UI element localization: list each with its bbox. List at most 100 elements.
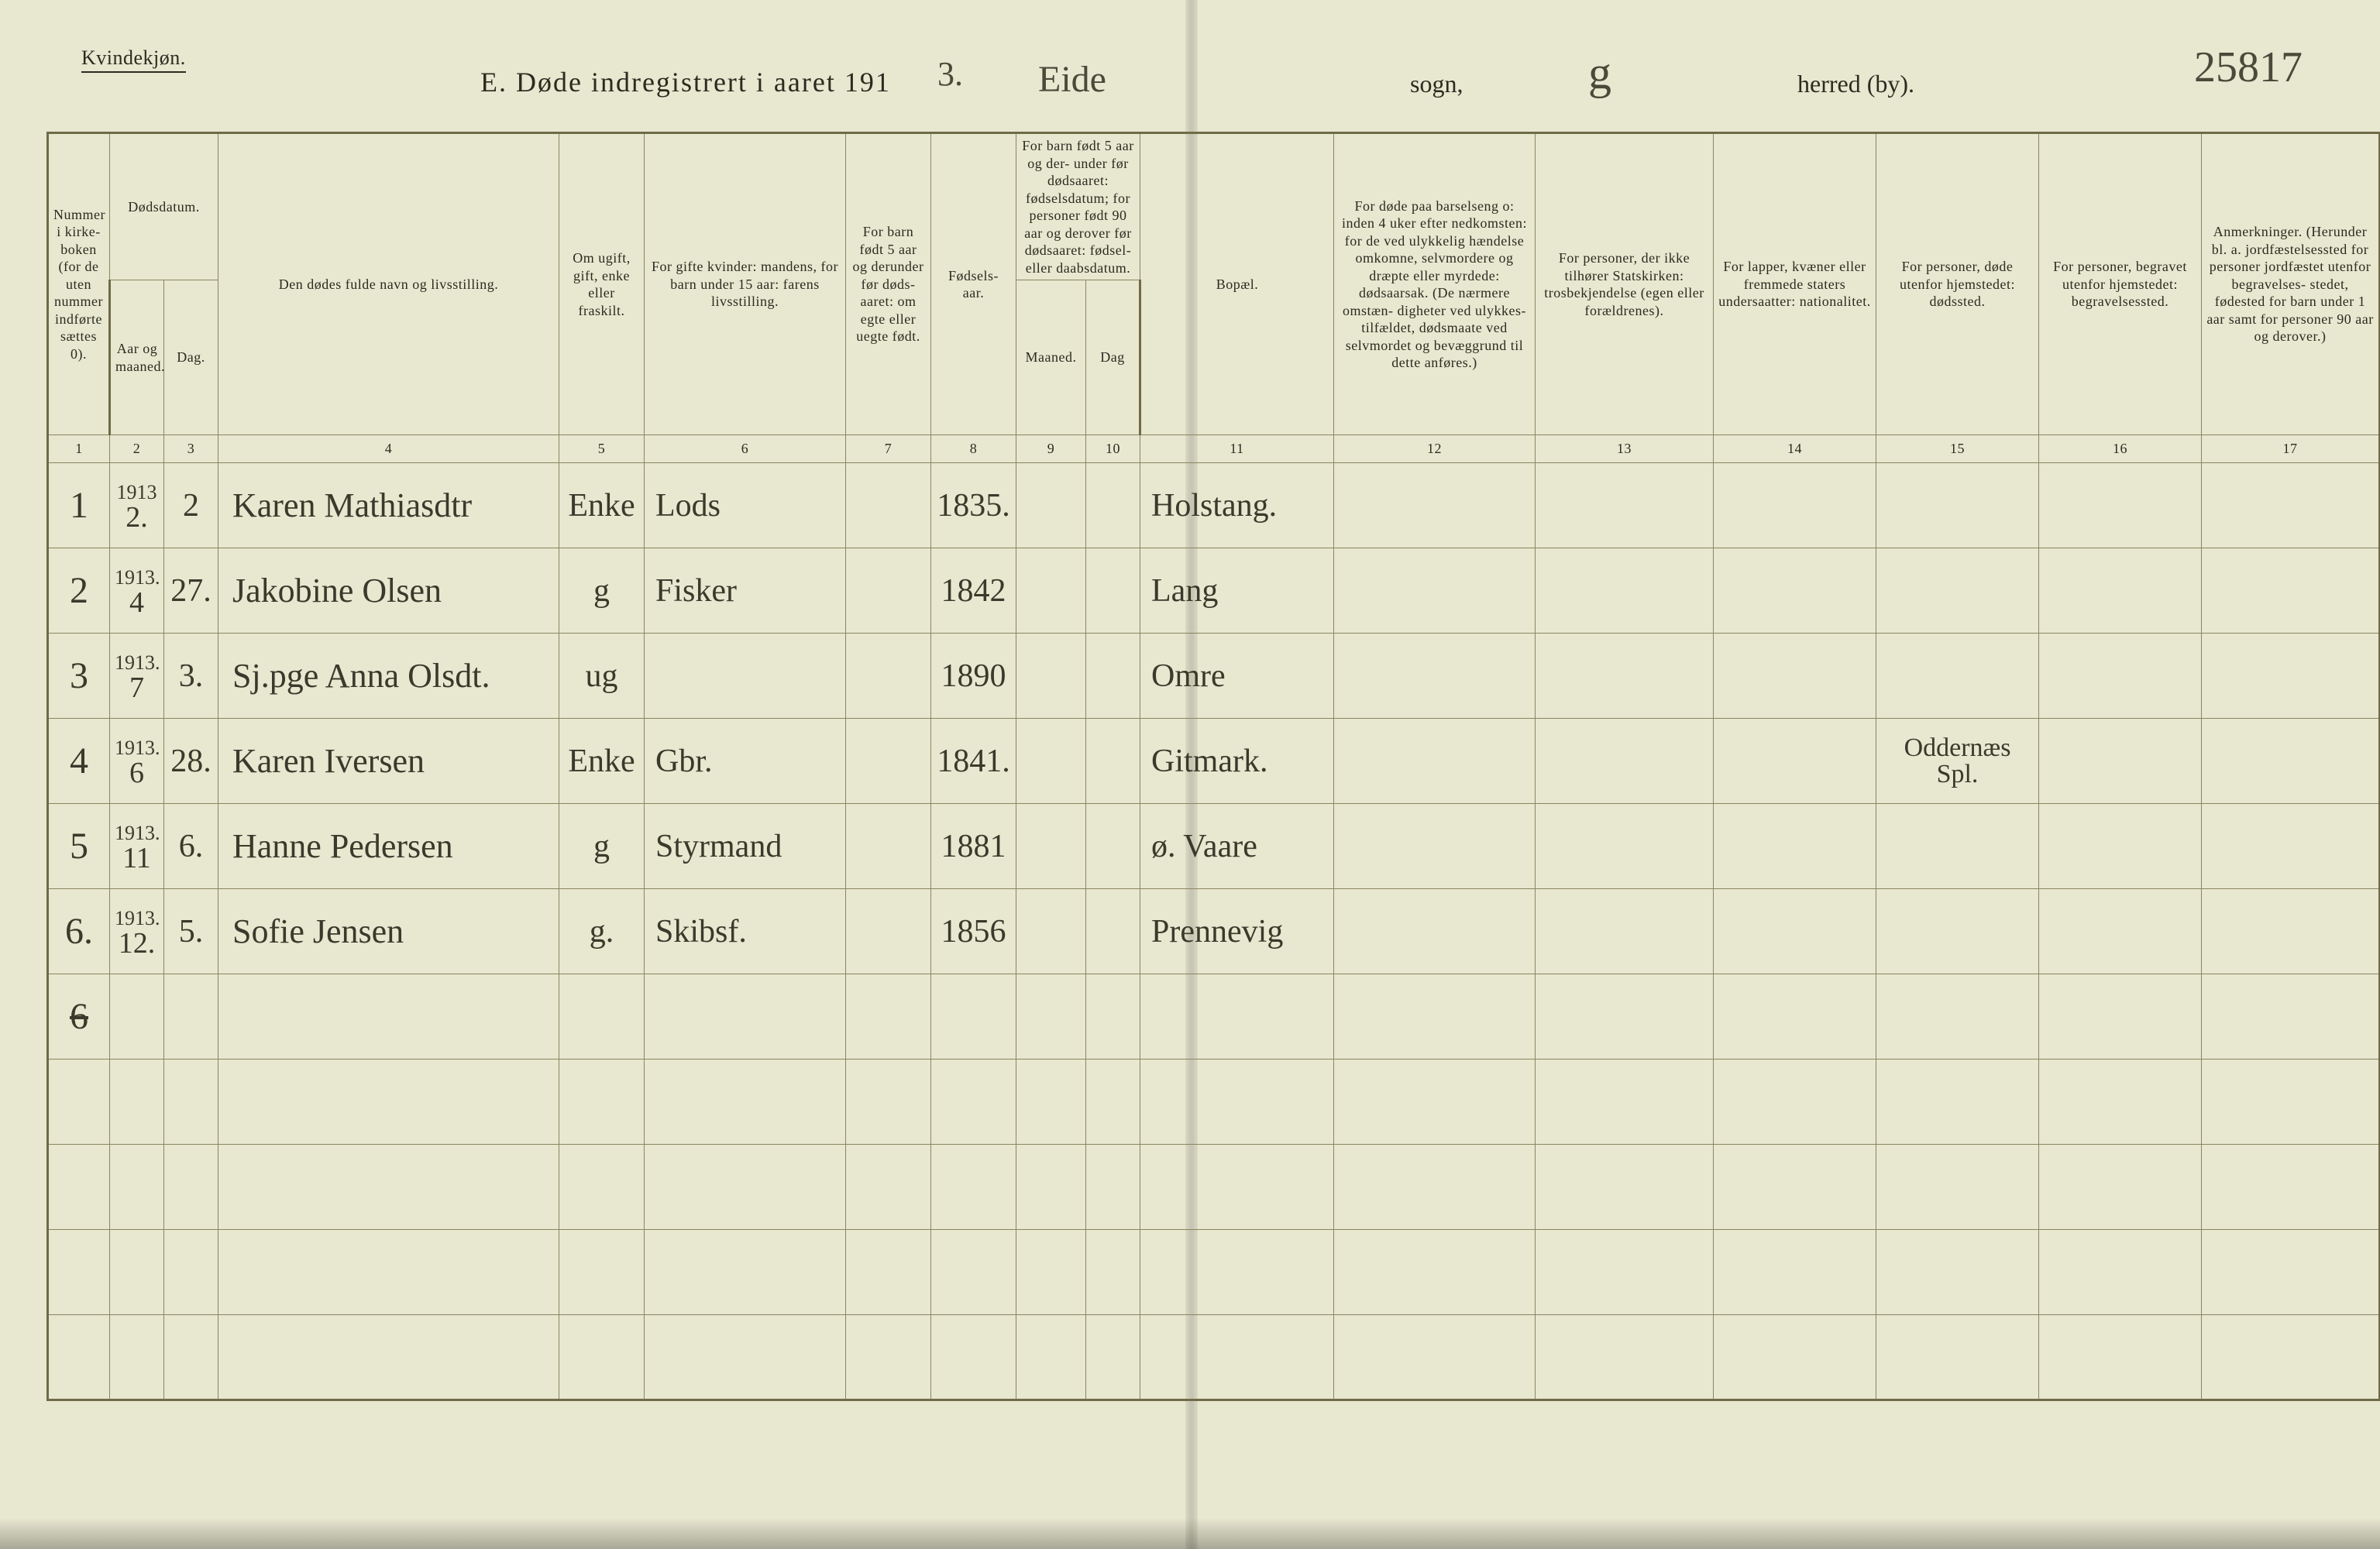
cell-blank [2202,1145,2380,1230]
cell-blank [164,1315,218,1400]
col-header-12: For døde paa barselseng o: inden 4 uker … [1334,133,1536,435]
col-header-15: For personer, døde utenfor hjemstedet: d… [1876,133,2039,435]
cell-year-month: 1913.12. [110,889,164,974]
header-herred-script: g [1588,46,1611,100]
cell-blank [48,1145,110,1230]
colnum-9: 9 [1016,435,1086,463]
colnum-16: 16 [2039,435,2202,463]
cell-blank [559,1060,645,1145]
header-title-prefix: E. Døde indregistrert i aaret 191 [480,67,891,98]
colnum-5: 5 [559,435,645,463]
cell-blank [1536,1315,1714,1400]
cell-day: 2 [164,463,218,548]
cell-c12 [1334,719,1536,804]
cell-c9d [1086,889,1140,974]
cell-status: g. [559,889,645,974]
cell-name: Sj.pge Anna Olsdt. [218,634,559,719]
cell-birth: 1842 [931,548,1016,634]
cell-c7 [846,463,931,548]
table-row: 6.1913.12.5.Sofie Jenseng.Skibsf.1856Pre… [48,889,2380,974]
col-header-7: For barn født 5 aar og derunder før døds… [846,133,931,435]
cell-c15 [1876,463,2039,548]
cell-blank [645,1145,846,1230]
cell-blank [931,1145,1016,1230]
table-row-blank [48,1060,2380,1145]
cell-c17 [2202,548,2380,634]
cell-c13 [1536,804,1714,889]
cell-blank [559,1230,645,1315]
cell-blank [218,1060,559,1145]
col-header-2b: Dag. [164,280,218,435]
cell-name: Hanne Pedersen [218,804,559,889]
header-herred-label: herred (by). [1797,70,1914,98]
cell-c12 [1334,548,1536,634]
cell-c9m [1016,804,1086,889]
cell-blank [164,1230,218,1315]
cell-summary-empty [1086,974,1140,1060]
ledger-page: Kvindekjøn. E. Døde indregistrert i aare… [0,0,2380,1549]
cell-c15: Oddernæs Spl. [1876,719,2039,804]
cell-blank [48,1230,110,1315]
cell-status: Enke [559,719,645,804]
cell-c16 [2039,889,2202,974]
header-year-suffix: 3. [937,54,963,94]
cell-summary-empty [1140,974,1334,1060]
cell-blank [1086,1060,1140,1145]
colnum-8: 8 [931,435,1016,463]
cell-name: Karen Iversen [218,719,559,804]
colnum-1: 1 [48,435,110,463]
colnum-12: 12 [1334,435,1536,463]
cell-blank [110,1230,164,1315]
cell-blank [1876,1060,2039,1145]
col-header-16: For personer, begravet utenfor hjemstede… [2039,133,2202,435]
cell-birth: 1856 [931,889,1016,974]
cell-c9d [1086,719,1140,804]
cell-year-month: 1913.7 [110,634,164,719]
ledger-tbody: 119132.2Karen MathiasdtrEnkeLods1835.Hol… [48,463,2380,1400]
cell-name: Karen Mathiasdtr [218,463,559,548]
cell-blank [48,1060,110,1145]
cell-num: 5 [48,804,110,889]
cell-blank [218,1230,559,1315]
cell-c17 [2202,463,2380,548]
cell-blank [218,1315,559,1400]
cell-c9m [1016,719,1086,804]
cell-blank [1086,1145,1140,1230]
cell-summary-empty [1714,974,1876,1060]
header-sogn-label: sogn, [1410,70,1463,98]
cell-blank [1016,1315,1086,1400]
colnum-11: 11 [1140,435,1334,463]
cell-c9m [1016,634,1086,719]
cell-c12 [1334,463,1536,548]
cell-blank [1536,1230,1714,1315]
page-bottom-shadow [0,1518,2380,1549]
cell-num: 3 [48,634,110,719]
cell-c13 [1536,634,1714,719]
cell-summary-empty [1536,974,1714,1060]
cell-blank [1334,1060,1536,1145]
cell-blank [645,1230,846,1315]
cell-c14 [1714,719,1876,804]
cell-blank [645,1060,846,1145]
cell-blank [1140,1230,1334,1315]
header-page-number: 25817 [2194,43,2303,92]
cell-status: Enke [559,463,645,548]
cell-c14 [1714,804,1876,889]
cell-summary-empty [164,974,218,1060]
cell-c17 [2202,804,2380,889]
cell-day: 3. [164,634,218,719]
cell-blank [931,1060,1016,1145]
cell-summary-empty [218,974,559,1060]
cell-blank [1334,1315,1536,1400]
col-header-9b: Dag [1086,280,1140,435]
cell-birth: 1881 [931,804,1016,889]
cell-place: Gitmark. [1140,719,1334,804]
cell-c7 [846,804,931,889]
cell-c17 [2202,719,2380,804]
cell-day: 5. [164,889,218,974]
cell-blank [1140,1315,1334,1400]
cell-blank [1334,1230,1536,1315]
cell-summary-num: 6 [48,974,110,1060]
table-row-blank [48,1230,2380,1315]
cell-c16 [2039,719,2202,804]
